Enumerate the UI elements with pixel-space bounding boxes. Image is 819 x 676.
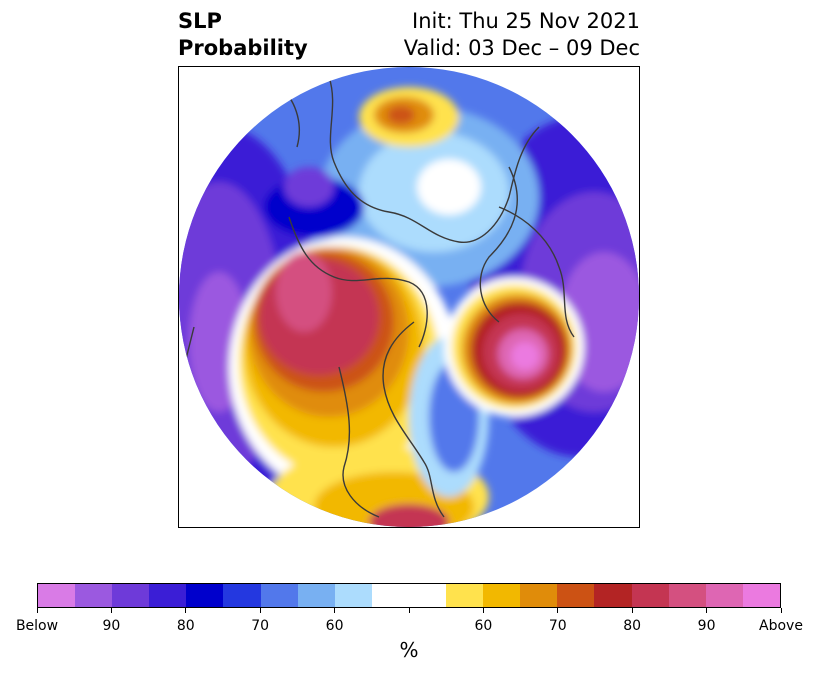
- colorbar-tick-mark: [482, 608, 484, 613]
- map-title: SLP Probability: [178, 8, 308, 62]
- na-high-core: [276, 252, 332, 332]
- colorbar-tick-label: 80: [176, 618, 195, 634]
- init-date: Init: Thu 25 Nov 2021: [412, 9, 640, 33]
- colorbar-tick-label: 70: [548, 618, 567, 634]
- colorbar-tick-mark: [780, 608, 782, 613]
- colorbar-tick-label: 70: [251, 618, 270, 634]
- title-line-2: Probability: [178, 36, 308, 60]
- colorbar-seg: [75, 584, 113, 607]
- colorbar-tick-label: 80: [623, 618, 642, 634]
- colorbar-seg: [297, 584, 335, 607]
- colorbar-tick-mark: [36, 608, 38, 613]
- map-panel: [178, 66, 640, 528]
- colorbar-seg: [260, 584, 298, 607]
- colorbar-seg: [334, 584, 372, 607]
- atlantic-high-core: [511, 342, 539, 370]
- colorbar-seg: [149, 584, 187, 607]
- colorbar-tick-mark: [259, 608, 261, 613]
- colorbar-seg: [520, 584, 558, 607]
- colorbar-seg-neutral: [371, 584, 447, 607]
- colorbar-tick-label: 90: [102, 618, 121, 634]
- colorbar-seg: [705, 584, 743, 607]
- colorbar-seg: [742, 584, 780, 607]
- colorbar-seg: [594, 584, 632, 607]
- colorbar-tick-mark: [185, 608, 187, 613]
- colorbar-tick-mark: [706, 608, 708, 613]
- asia-high-core: [387, 106, 415, 124]
- colorbar-tick-label: 60: [325, 618, 344, 634]
- colorbar-seg: [38, 584, 76, 607]
- colorbar-seg: [446, 584, 484, 607]
- siberia-low-core: [284, 167, 334, 207]
- colorbar-tick-label: Above: [759, 618, 803, 634]
- probability-map: [179, 67, 639, 527]
- colorbar-tick-mark: [557, 608, 559, 613]
- title-line-1: SLP: [178, 9, 222, 33]
- colorbar-tick-label: Below: [15, 618, 59, 634]
- colorbar-seg: [631, 584, 669, 607]
- colorbar-tick-label: 60: [474, 618, 493, 634]
- polar-neutral: [417, 159, 481, 215]
- colorbar-seg: [668, 584, 706, 607]
- date-info: Init: Thu 25 Nov 2021 Valid: 03 Dec – 09…: [404, 8, 640, 62]
- colorbar-tick-mark: [110, 608, 112, 613]
- colorbar-seg: [112, 584, 150, 607]
- colorbar-tick-label: 90: [697, 618, 716, 634]
- colorbar-tick-mark: [631, 608, 633, 613]
- valid-range: Valid: 03 Dec – 09 Dec: [403, 36, 640, 60]
- colorbar-tick-mark: [408, 608, 410, 613]
- colorbar-seg: [186, 584, 224, 607]
- colorbar: [37, 583, 781, 608]
- colorbar-seg: [557, 584, 595, 607]
- colorbar-seg: [223, 584, 261, 607]
- colorbar-unit: %: [399, 638, 419, 662]
- gulf-high-core: [369, 504, 449, 527]
- colorbar-seg: [483, 584, 521, 607]
- colorbar-tick-mark: [334, 608, 336, 613]
